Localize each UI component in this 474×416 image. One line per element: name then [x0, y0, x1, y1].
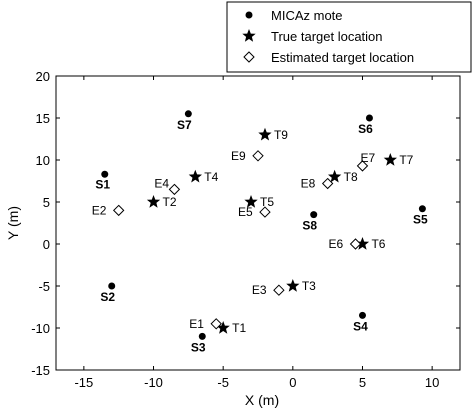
x-tick-label: -5 [217, 375, 229, 390]
mote-point-s8 [310, 211, 318, 219]
y-tick-label: 15 [36, 111, 50, 126]
x-tick-label: 5 [359, 375, 366, 390]
true-target-t8 [328, 169, 342, 183]
true-target-label-t9: T9 [274, 128, 288, 142]
estimated-target-label-e7: E7 [360, 151, 375, 165]
estimated-target-e5 [259, 206, 271, 218]
mote-label-s3: S3 [191, 340, 206, 354]
legend-diamond-icon [243, 51, 255, 63]
x-tick-label: -10 [144, 375, 163, 390]
legend-entry-2: Estimated target location [271, 50, 414, 65]
estimated-target-label-e5: E5 [238, 205, 253, 219]
y-tick-label: 0 [43, 237, 50, 252]
true-target-t9 [258, 127, 272, 141]
mote-point-s7 [184, 110, 192, 118]
estimated-target-e7 [356, 160, 369, 172]
x-axis-label: X (m) [245, 392, 279, 408]
true-target-t3 [286, 279, 300, 292]
estimated-target-label-e3: E3 [252, 283, 267, 297]
estimated-target-e8 [321, 177, 334, 190]
legend-star-icon [242, 29, 256, 42]
mote-label-s1: S1 [95, 177, 110, 191]
y-tick-label: 5 [43, 195, 50, 210]
x-tick-label: -15 [74, 375, 93, 390]
legend-entry-0: MICAz mote [271, 8, 343, 23]
mote-label-s6: S6 [358, 122, 373, 136]
estimated-target-label-e6: E6 [329, 237, 344, 251]
true-target-t6 [355, 237, 370, 250]
mote-point-s3 [198, 332, 206, 340]
true-target-label-t8: T8 [344, 170, 358, 184]
mote-point-s4 [358, 311, 366, 319]
estimated-target-label-e2: E2 [92, 203, 107, 217]
mote-label-s4: S4 [353, 319, 368, 333]
mote-label-s5: S5 [413, 213, 428, 227]
legend-dot-icon [245, 11, 253, 19]
y-tick-label: -10 [31, 321, 50, 336]
estimated-target-e4 [168, 183, 181, 196]
estimated-target-label-e8: E8 [301, 177, 316, 191]
y-axis-label: Y (m) [5, 206, 21, 240]
true-target-t7 [383, 153, 397, 166]
legend-entry-1: True target location [271, 29, 383, 44]
estimated-target-e6 [349, 238, 362, 250]
y-tick-label: 10 [36, 153, 50, 168]
true-target-label-t4: T4 [204, 170, 218, 184]
estimated-target-label-e1: E1 [189, 317, 204, 331]
true-target-label-t7: T7 [399, 153, 413, 167]
mote-label-s7: S7 [177, 118, 192, 132]
estimated-target-e1 [210, 318, 222, 330]
estimated-target-e3 [273, 284, 285, 296]
mote-label-s8: S8 [302, 219, 317, 233]
estimated-target-e9 [252, 150, 264, 162]
plot-frame [55, 75, 461, 371]
y-tick-label: -5 [38, 279, 50, 294]
true-target-label-t3: T3 [302, 279, 316, 293]
true-target-t5 [244, 195, 258, 208]
mote-point-s1 [101, 170, 109, 178]
x-tick-label: 10 [425, 375, 439, 390]
x-tick-label: 0 [289, 375, 296, 390]
legend-box [226, 1, 472, 73]
legend: MICAz mote True target location Estimated … [226, 1, 472, 73]
axes: -15 -10 -5 0 5 10 -15 -10 -5 0 5 10 15 20 X (m) Y (m) [5, 69, 461, 408]
mote-label-s2: S2 [100, 290, 115, 304]
estimated-target-e2 [112, 204, 125, 217]
true-target-t2 [146, 195, 161, 208]
mote-point-s2 [108, 282, 116, 290]
estimated-target-label-e9: E9 [231, 149, 246, 163]
true-target-label-t5: T5 [260, 195, 274, 209]
plot-marks: S1 S2 S3 S4 S5 S6 S7 S8 T1 T2 T3 T4 T5 T6 T7 T8 T9 E1 E2 E3… [92, 110, 428, 354]
true-target-label-t6: T6 [371, 237, 385, 251]
true-target-label-t2: T2 [163, 195, 177, 209]
true-target-label-t1: T1 [232, 321, 246, 335]
true-target-t1 [216, 321, 230, 334]
true-target-t4 [188, 169, 202, 183]
y-tick-label: 20 [36, 69, 50, 84]
mote-point-s5 [418, 205, 426, 213]
y-tick-label: -15 [31, 363, 50, 378]
mote-point-s6 [365, 114, 373, 122]
estimated-target-label-e4: E4 [154, 176, 169, 190]
